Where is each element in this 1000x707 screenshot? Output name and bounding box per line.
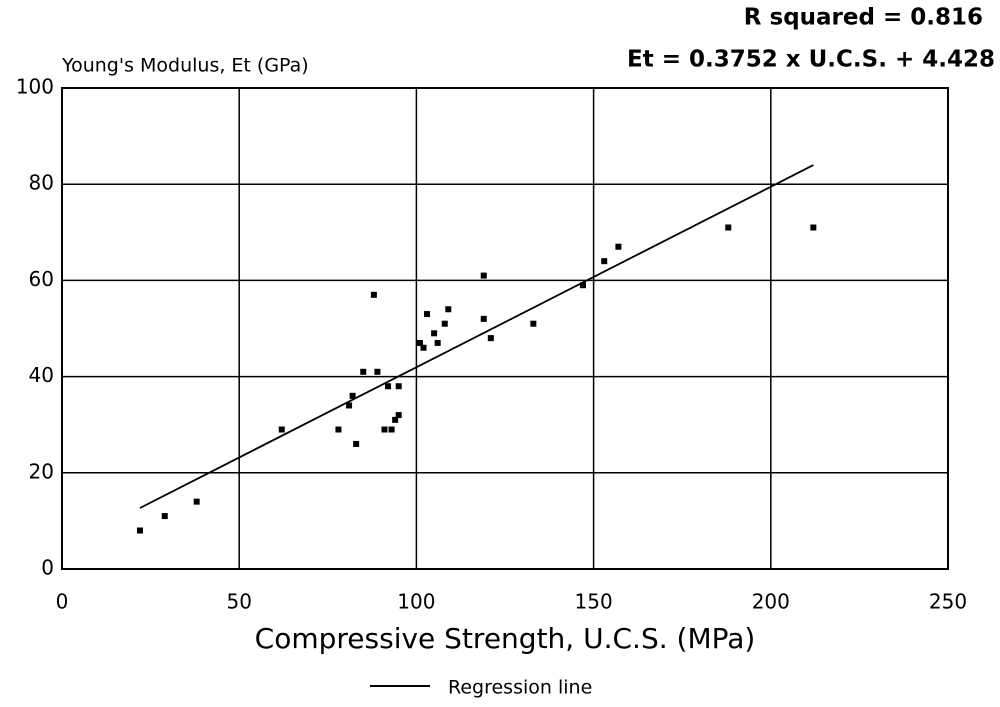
plot-border: [61, 87, 949, 570]
data-point: [441, 320, 448, 327]
y-tick-label: 100: [16, 75, 54, 99]
x-axis-label: Compressive Strength, U.C.S. (MPa): [255, 622, 756, 655]
x-tick-label: 100: [397, 590, 435, 614]
data-point: [374, 368, 381, 375]
data-point: [360, 368, 367, 375]
data-point: [370, 291, 377, 298]
data-point: [480, 272, 487, 279]
data-point: [431, 330, 438, 337]
data-point: [346, 402, 353, 409]
data-point: [395, 412, 402, 419]
x-tick-label: 50: [226, 590, 251, 614]
data-point: [193, 498, 200, 505]
data-point: [136, 527, 143, 534]
data-point: [349, 392, 356, 399]
data-point: [353, 440, 360, 447]
data-point: [487, 335, 494, 342]
y-tick-label: 0: [41, 556, 54, 580]
data-point: [416, 339, 423, 346]
y-tick-label: 80: [29, 171, 54, 195]
data-point: [385, 383, 392, 390]
x-tick-label: 250: [929, 590, 967, 614]
annotation: Et = 0.3752 x U.C.S. + 4.428: [627, 47, 995, 73]
data-point: [615, 243, 622, 250]
data-point: [530, 320, 537, 327]
data-point: [601, 258, 608, 265]
data-point: [161, 513, 168, 520]
y-axis-label: Young's Modulus, Et (GPa): [61, 55, 309, 77]
data-point: [434, 339, 441, 346]
data-point: [579, 282, 586, 289]
data-point: [810, 224, 817, 231]
x-tick-label: 200: [752, 590, 790, 614]
data-point: [335, 426, 342, 433]
data-point: [445, 306, 452, 313]
data-point: [278, 426, 285, 433]
data-point: [392, 416, 399, 423]
x-tick-label: 150: [575, 590, 613, 614]
regression-line: [139, 164, 814, 509]
y-tick-label: 20: [29, 459, 54, 483]
data-point: [480, 315, 487, 322]
data-point: [381, 426, 388, 433]
legend-label: Regression line: [448, 677, 592, 699]
annotation: R squared = 0.816: [744, 5, 983, 31]
y-tick-label: 40: [29, 363, 54, 387]
data-point: [725, 224, 732, 231]
data-point: [388, 426, 395, 433]
x-tick-label: 0: [56, 590, 69, 614]
data-point: [395, 383, 402, 390]
data-point: [424, 311, 431, 318]
data-point: [420, 344, 427, 351]
y-tick-label: 60: [29, 267, 54, 291]
